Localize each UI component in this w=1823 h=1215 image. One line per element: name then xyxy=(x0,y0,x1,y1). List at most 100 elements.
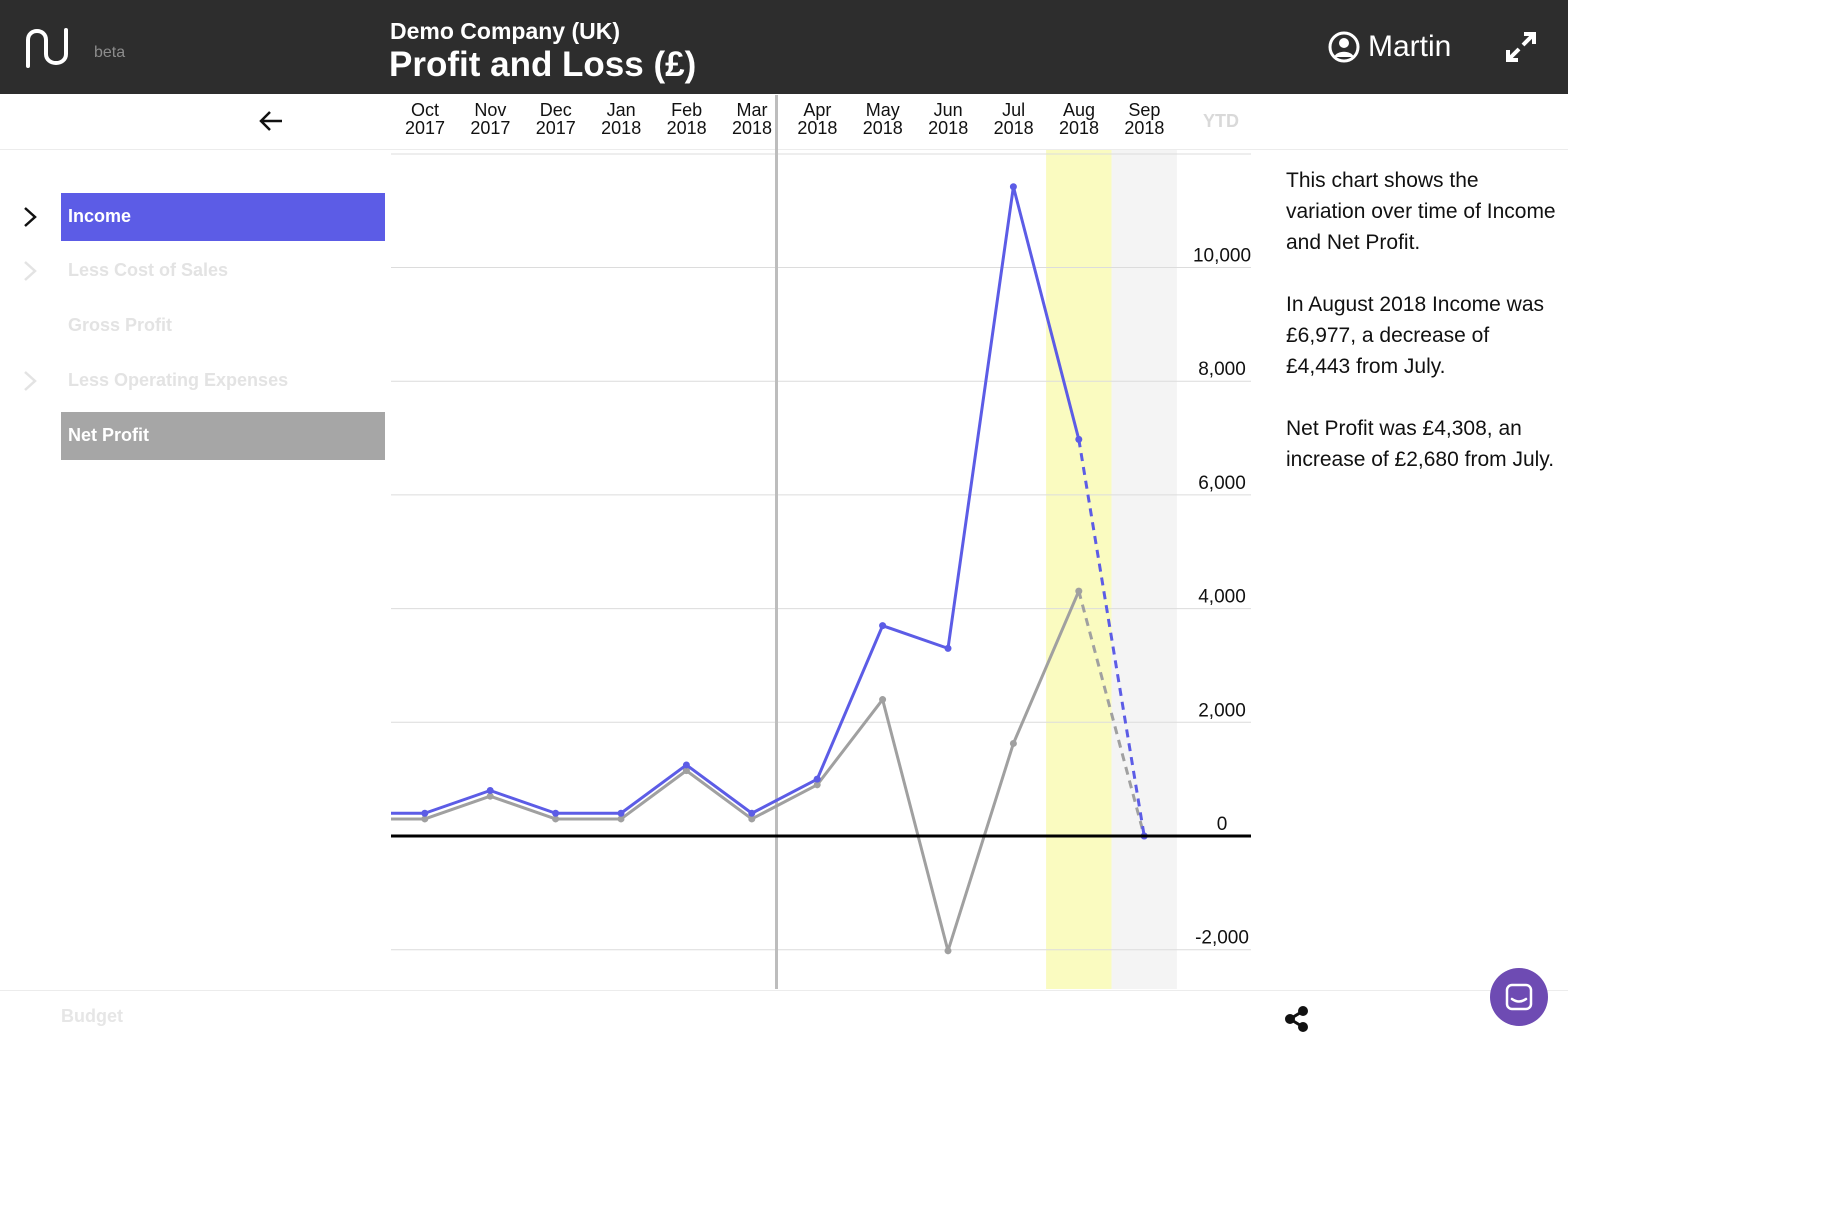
month-column-jan-2018[interactable]: Jan 2018 xyxy=(586,101,656,137)
page-title: Profit and Loss (£) xyxy=(389,45,697,84)
month-name: Nov xyxy=(474,100,507,120)
net-profit-point xyxy=(356,815,363,822)
back-arrow-icon[interactable] xyxy=(256,106,286,136)
user-menu[interactable]: Martin xyxy=(1328,30,1451,64)
month-year: 2018 xyxy=(797,118,838,138)
net-profit-line xyxy=(391,590,1081,953)
income-point xyxy=(1140,832,1148,840)
net-profit-point xyxy=(1075,587,1083,595)
month-name: Jul xyxy=(1002,100,1026,120)
month-column-jun-2018[interactable]: Jun 2018 xyxy=(913,101,983,137)
income-point xyxy=(944,644,952,652)
month-column-jul-2018[interactable]: Jul 2018 xyxy=(979,101,1049,137)
month-name: Jan xyxy=(606,100,636,120)
month-year: 2018 xyxy=(1058,118,1100,138)
month-year: 2017 xyxy=(404,118,446,138)
month-year: 2018 xyxy=(993,118,1034,138)
month-year: 2017 xyxy=(470,118,511,138)
budget-link[interactable]: Budget xyxy=(61,1006,123,1026)
share-icon[interactable] xyxy=(1282,1004,1312,1034)
income-point xyxy=(552,809,560,817)
month-year: 2018 xyxy=(928,118,969,138)
income-point xyxy=(682,761,690,769)
month-column-nov-2017[interactable]: Nov 2017 xyxy=(455,101,525,137)
month-year: 2018 xyxy=(862,118,903,138)
month-column-mar-2018[interactable]: Mar 2018 xyxy=(717,101,787,137)
month-name: Sep xyxy=(1128,100,1161,120)
month-column-sep-2018[interactable]: Sep 2018 xyxy=(1109,101,1179,137)
header-divider xyxy=(0,149,1568,150)
net-profit-point xyxy=(748,815,756,823)
ytd-column-label[interactable]: YTD xyxy=(1203,111,1239,131)
month-column-dec-2017[interactable]: Dec 2017 xyxy=(521,101,591,137)
future-month-band xyxy=(1111,150,1177,989)
y-tick-label: 10,000 xyxy=(1193,246,1251,267)
month-name: Dec xyxy=(539,100,572,120)
income-point xyxy=(748,809,756,817)
month-name: Feb xyxy=(671,100,703,120)
income-point xyxy=(813,775,821,783)
description-intro: This chart shows the variation over time… xyxy=(1286,169,1556,254)
month-name: Oct xyxy=(410,100,439,120)
chevron-right-icon[interactable] xyxy=(18,259,42,283)
series-group xyxy=(356,183,1148,955)
income-net-profit-chart: -2,000 0 2,000 4,000 6,000 8,000 10,000 xyxy=(356,95,1251,989)
beta-label: beta xyxy=(94,44,126,61)
sidebar-item-label: Less Operating Expenses xyxy=(61,357,385,405)
month-year: 2018 xyxy=(601,118,642,138)
month-year: 2018 xyxy=(666,118,707,138)
top-bar: beta Demo Company (UK) Profit and Loss (… xyxy=(0,0,1568,94)
y-tick-label: -2,000 xyxy=(1195,928,1249,949)
sidebar-item-gross-profit[interactable]: Gross Profit xyxy=(0,302,390,350)
month-name: Aug xyxy=(1062,100,1096,120)
income-projection-line xyxy=(1077,439,1146,837)
net-profit-point xyxy=(486,792,494,800)
y-tick-label: 2,000 xyxy=(1198,700,1246,721)
month-name: Jun xyxy=(933,100,963,120)
chevron-right-icon[interactable] xyxy=(18,205,42,229)
description-income: In August 2018 Income was £6,977, a decr… xyxy=(1286,293,1544,378)
description-net-profit: Net Profit was £4,308, an increase of £2… xyxy=(1286,417,1555,471)
month-column-apr-2018[interactable]: Apr 2018 xyxy=(782,101,852,137)
net-profit-point xyxy=(682,767,690,775)
sidebar-item-less-cost-of-sales[interactable]: Less Cost of Sales xyxy=(0,247,390,295)
highlight-month-band xyxy=(1046,150,1112,989)
income-point xyxy=(1075,435,1083,443)
net-profit-projection-line xyxy=(1077,590,1146,837)
user-name: Martin xyxy=(1368,30,1452,63)
month-name: May xyxy=(865,100,900,120)
net-profit-point xyxy=(421,815,429,823)
month-column-feb-2018[interactable]: Feb 2018 xyxy=(652,101,722,137)
chevron-right-icon[interactable] xyxy=(18,369,42,393)
net-profit-point xyxy=(1009,739,1017,747)
income-point xyxy=(356,810,363,817)
expand-icon[interactable] xyxy=(1504,30,1538,64)
net-profit-point xyxy=(813,781,821,789)
net-profit-point xyxy=(552,815,560,823)
month-year: 2017 xyxy=(535,118,576,138)
company-name: Demo Company (UK) xyxy=(390,18,621,44)
sidebar-item-less-operating-expenses[interactable]: Less Operating Expenses xyxy=(0,357,390,405)
footer-divider xyxy=(0,990,1568,991)
y-tick-label: 0 xyxy=(1217,814,1228,835)
chat-button[interactable] xyxy=(1490,968,1548,1026)
sidebar-item-income[interactable]: Income xyxy=(0,193,390,241)
income-point xyxy=(421,809,429,817)
month-year: 2018 xyxy=(731,118,773,138)
income-point xyxy=(486,787,494,795)
month-column-aug-2018[interactable]: Aug 2018 xyxy=(1044,101,1114,137)
net-profit-point xyxy=(617,815,625,823)
income-point xyxy=(879,622,887,630)
sidebar-item-net-profit[interactable]: Net Profit xyxy=(0,412,390,460)
net-profit-point xyxy=(944,947,952,955)
y-tick-label: 4,000 xyxy=(1198,587,1246,608)
sidebar-item-label: Gross Profit xyxy=(61,302,385,350)
sidebar-item-label: Net Profit xyxy=(61,412,385,460)
net-profit-point xyxy=(879,696,887,704)
month-column-may-2018[interactable]: May 2018 xyxy=(848,101,918,137)
app-logo-icon[interactable] xyxy=(24,26,72,68)
chart-description: This chart shows the variation over time… xyxy=(1286,165,1556,506)
income-point xyxy=(1009,183,1017,191)
month-column-oct-2017[interactable]: Oct 2017 xyxy=(390,101,460,137)
y-tick-label: 8,000 xyxy=(1198,359,1246,380)
